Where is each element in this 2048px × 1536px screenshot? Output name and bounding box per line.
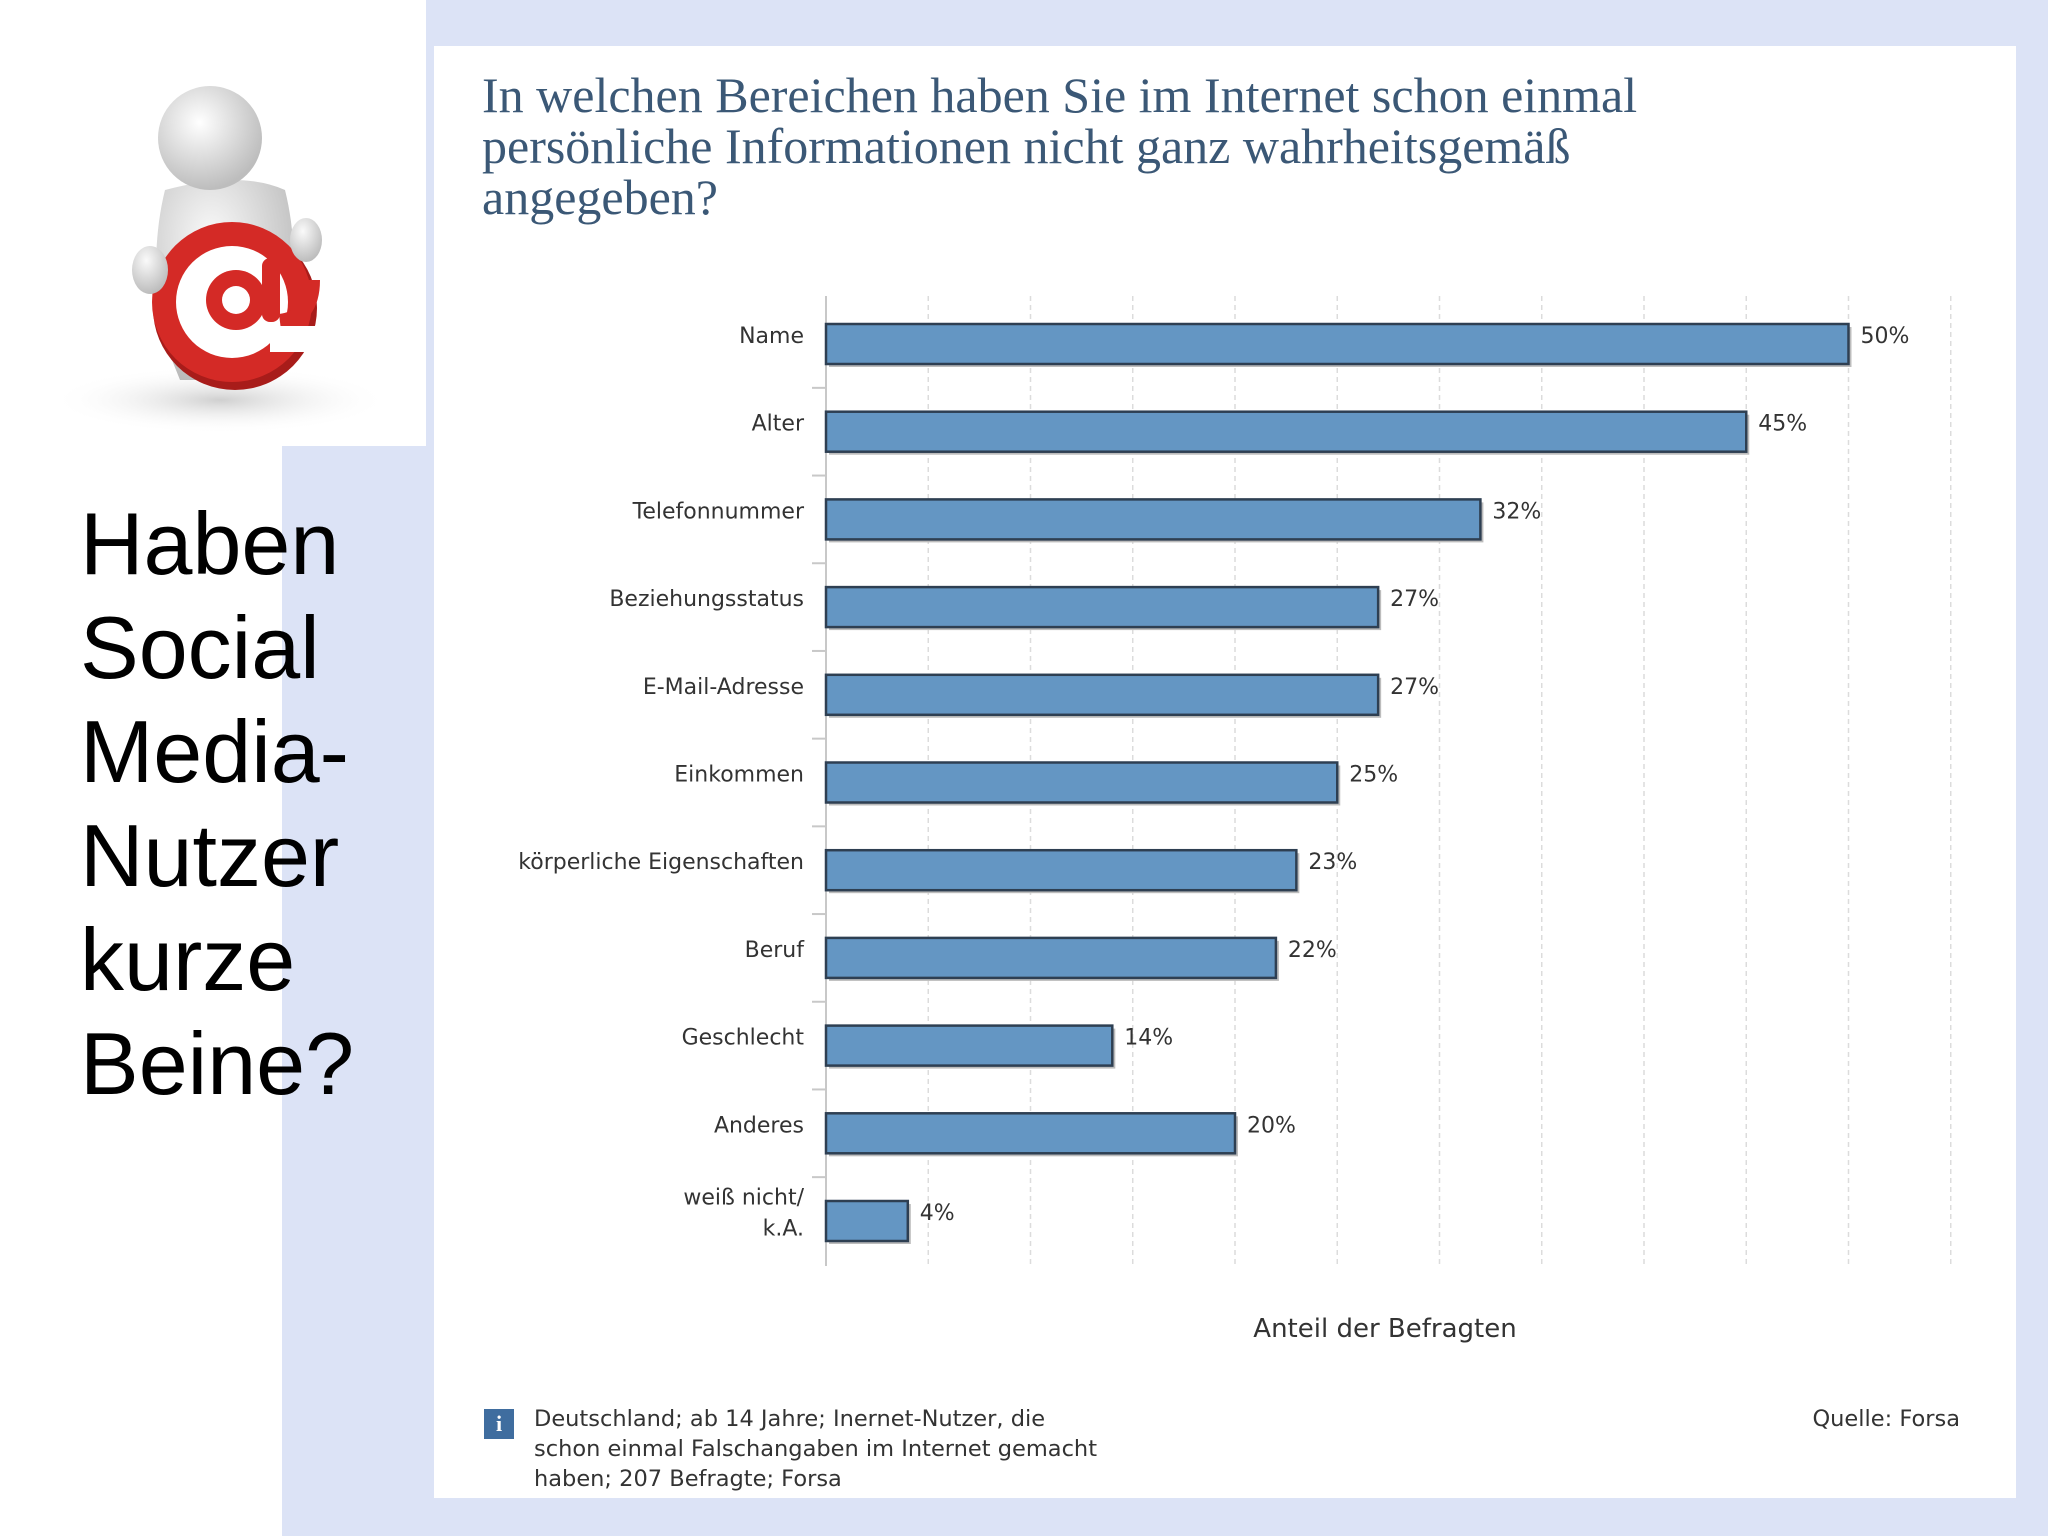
bar [824,848,1298,892]
bar [824,936,1278,980]
chart-title: In welchen Bereichen haben Sie im Intern… [482,70,1882,223]
bar [824,1112,1237,1155]
bar-value-label: 50% [1861,324,1910,349]
slide-headline: Haben Social Media- Nutzer kurze Beine? [80,492,410,1116]
bar [824,673,1380,717]
bar-value-label: 45% [1758,412,1807,437]
category-label: körperliche Eigenschaften [518,850,804,875]
chart-title-line: In welchen Bereichen haben Sie im Intern… [482,67,1638,123]
category-label: Einkommen [674,763,804,788]
chart-title-line: angegeben? [482,169,718,225]
headline-line: Haben [80,494,340,593]
bar [824,498,1482,541]
headline-line: Social [80,598,320,697]
bar [824,410,1748,453]
bar [824,1024,1114,1067]
chart-title-line: persönliche Informationen nicht ganz wah… [482,118,1571,174]
category-label: Geschlecht [682,1026,805,1051]
headline-line: Nutzer [80,806,340,905]
info-icon[interactable]: i [484,1409,514,1439]
bar [824,761,1339,804]
headline-line: kurze [80,910,296,1009]
bar-value-label: 4% [920,1201,955,1226]
bar-value-label: 22% [1288,938,1337,963]
bar [824,1199,910,1243]
bar [824,585,1380,629]
x-axis-label: Anteil der Befragten [1253,1314,1516,1344]
bar [824,322,1850,366]
bar-value-label: 27% [1390,675,1439,700]
bar-value-label: 32% [1492,499,1541,524]
chart-source: Quelle: Forsa [1812,1406,1960,1432]
category-label: Beziehungsstatus [609,587,804,612]
category-label: Telefonnummer [632,499,805,524]
bar-value-label: 23% [1308,850,1357,875]
category-label: Alter [752,412,805,437]
category-label: Name [739,324,804,349]
footnote-line: Deutschland; ab 14 Jahre; Inernet-Nutzer… [534,1406,1046,1432]
footnote-line: haben; 207 Befragte; Forsa [534,1466,842,1492]
category-label: Beruf [745,938,806,963]
chart-footnote: Deutschland; ab 14 Jahre; Inernet-Nutzer… [534,1404,1134,1494]
bar-value-label: 14% [1124,1026,1173,1051]
bar-value-label: 25% [1349,763,1398,788]
headline-line: Beine? [80,1014,355,1113]
category-label: E-Mail-Adresse [643,675,804,700]
category-label: Anderes [714,1113,804,1138]
footnote-line: schon einmal Falschangaben im Internet g… [534,1436,1098,1462]
bar-value-label: 20% [1247,1113,1296,1138]
category-label: weiß nicht/ [683,1186,804,1211]
category-label: k.A. [763,1217,804,1242]
headline-line: Media- [80,702,349,801]
person-holding-at-sign-icon [50,86,390,434]
at-person-illustration [0,0,426,446]
bar-value-label: 27% [1390,587,1439,612]
